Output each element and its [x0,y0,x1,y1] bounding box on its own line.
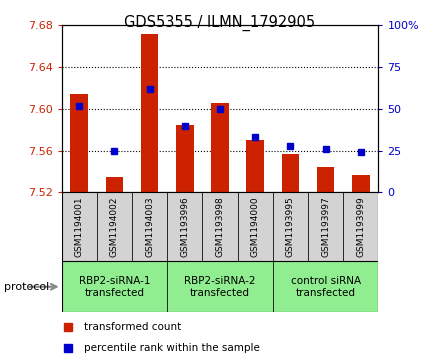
Bar [70,94,88,192]
Text: GSM1193999: GSM1193999 [356,196,365,257]
Bar [238,192,273,261]
Bar [106,177,123,192]
Bar [167,192,202,261]
Bar [62,261,167,312]
Bar [273,261,378,312]
Text: RBP2-siRNA-2
transfected: RBP2-siRNA-2 transfected [184,276,256,298]
Text: GSM1194002: GSM1194002 [110,197,119,257]
Text: GSM1194003: GSM1194003 [145,196,154,257]
Bar [176,125,194,192]
Text: GSM1193996: GSM1193996 [180,196,189,257]
Bar [202,192,238,261]
Bar [132,192,167,261]
Text: GDS5355 / ILMN_1792905: GDS5355 / ILMN_1792905 [125,15,315,31]
Bar [317,167,334,192]
Bar [211,103,229,192]
Bar [62,192,97,261]
Text: GSM1193997: GSM1193997 [321,196,330,257]
Bar [167,261,273,312]
Bar [97,192,132,261]
Bar [273,192,308,261]
Text: protocol: protocol [4,282,50,292]
Bar [282,154,299,192]
Bar [141,34,158,192]
Text: GSM1193998: GSM1193998 [216,196,224,257]
Text: GSM1194000: GSM1194000 [251,196,260,257]
Bar [343,192,378,261]
Text: transformed count: transformed count [84,322,181,332]
Text: GSM1194001: GSM1194001 [75,196,84,257]
Bar [352,175,370,192]
Text: GSM1193995: GSM1193995 [286,196,295,257]
Text: percentile rank within the sample: percentile rank within the sample [84,343,260,354]
Text: control siRNA
transfected: control siRNA transfected [290,276,361,298]
Text: RBP2-siRNA-1
transfected: RBP2-siRNA-1 transfected [79,276,150,298]
Bar [308,192,343,261]
Bar [246,140,264,192]
